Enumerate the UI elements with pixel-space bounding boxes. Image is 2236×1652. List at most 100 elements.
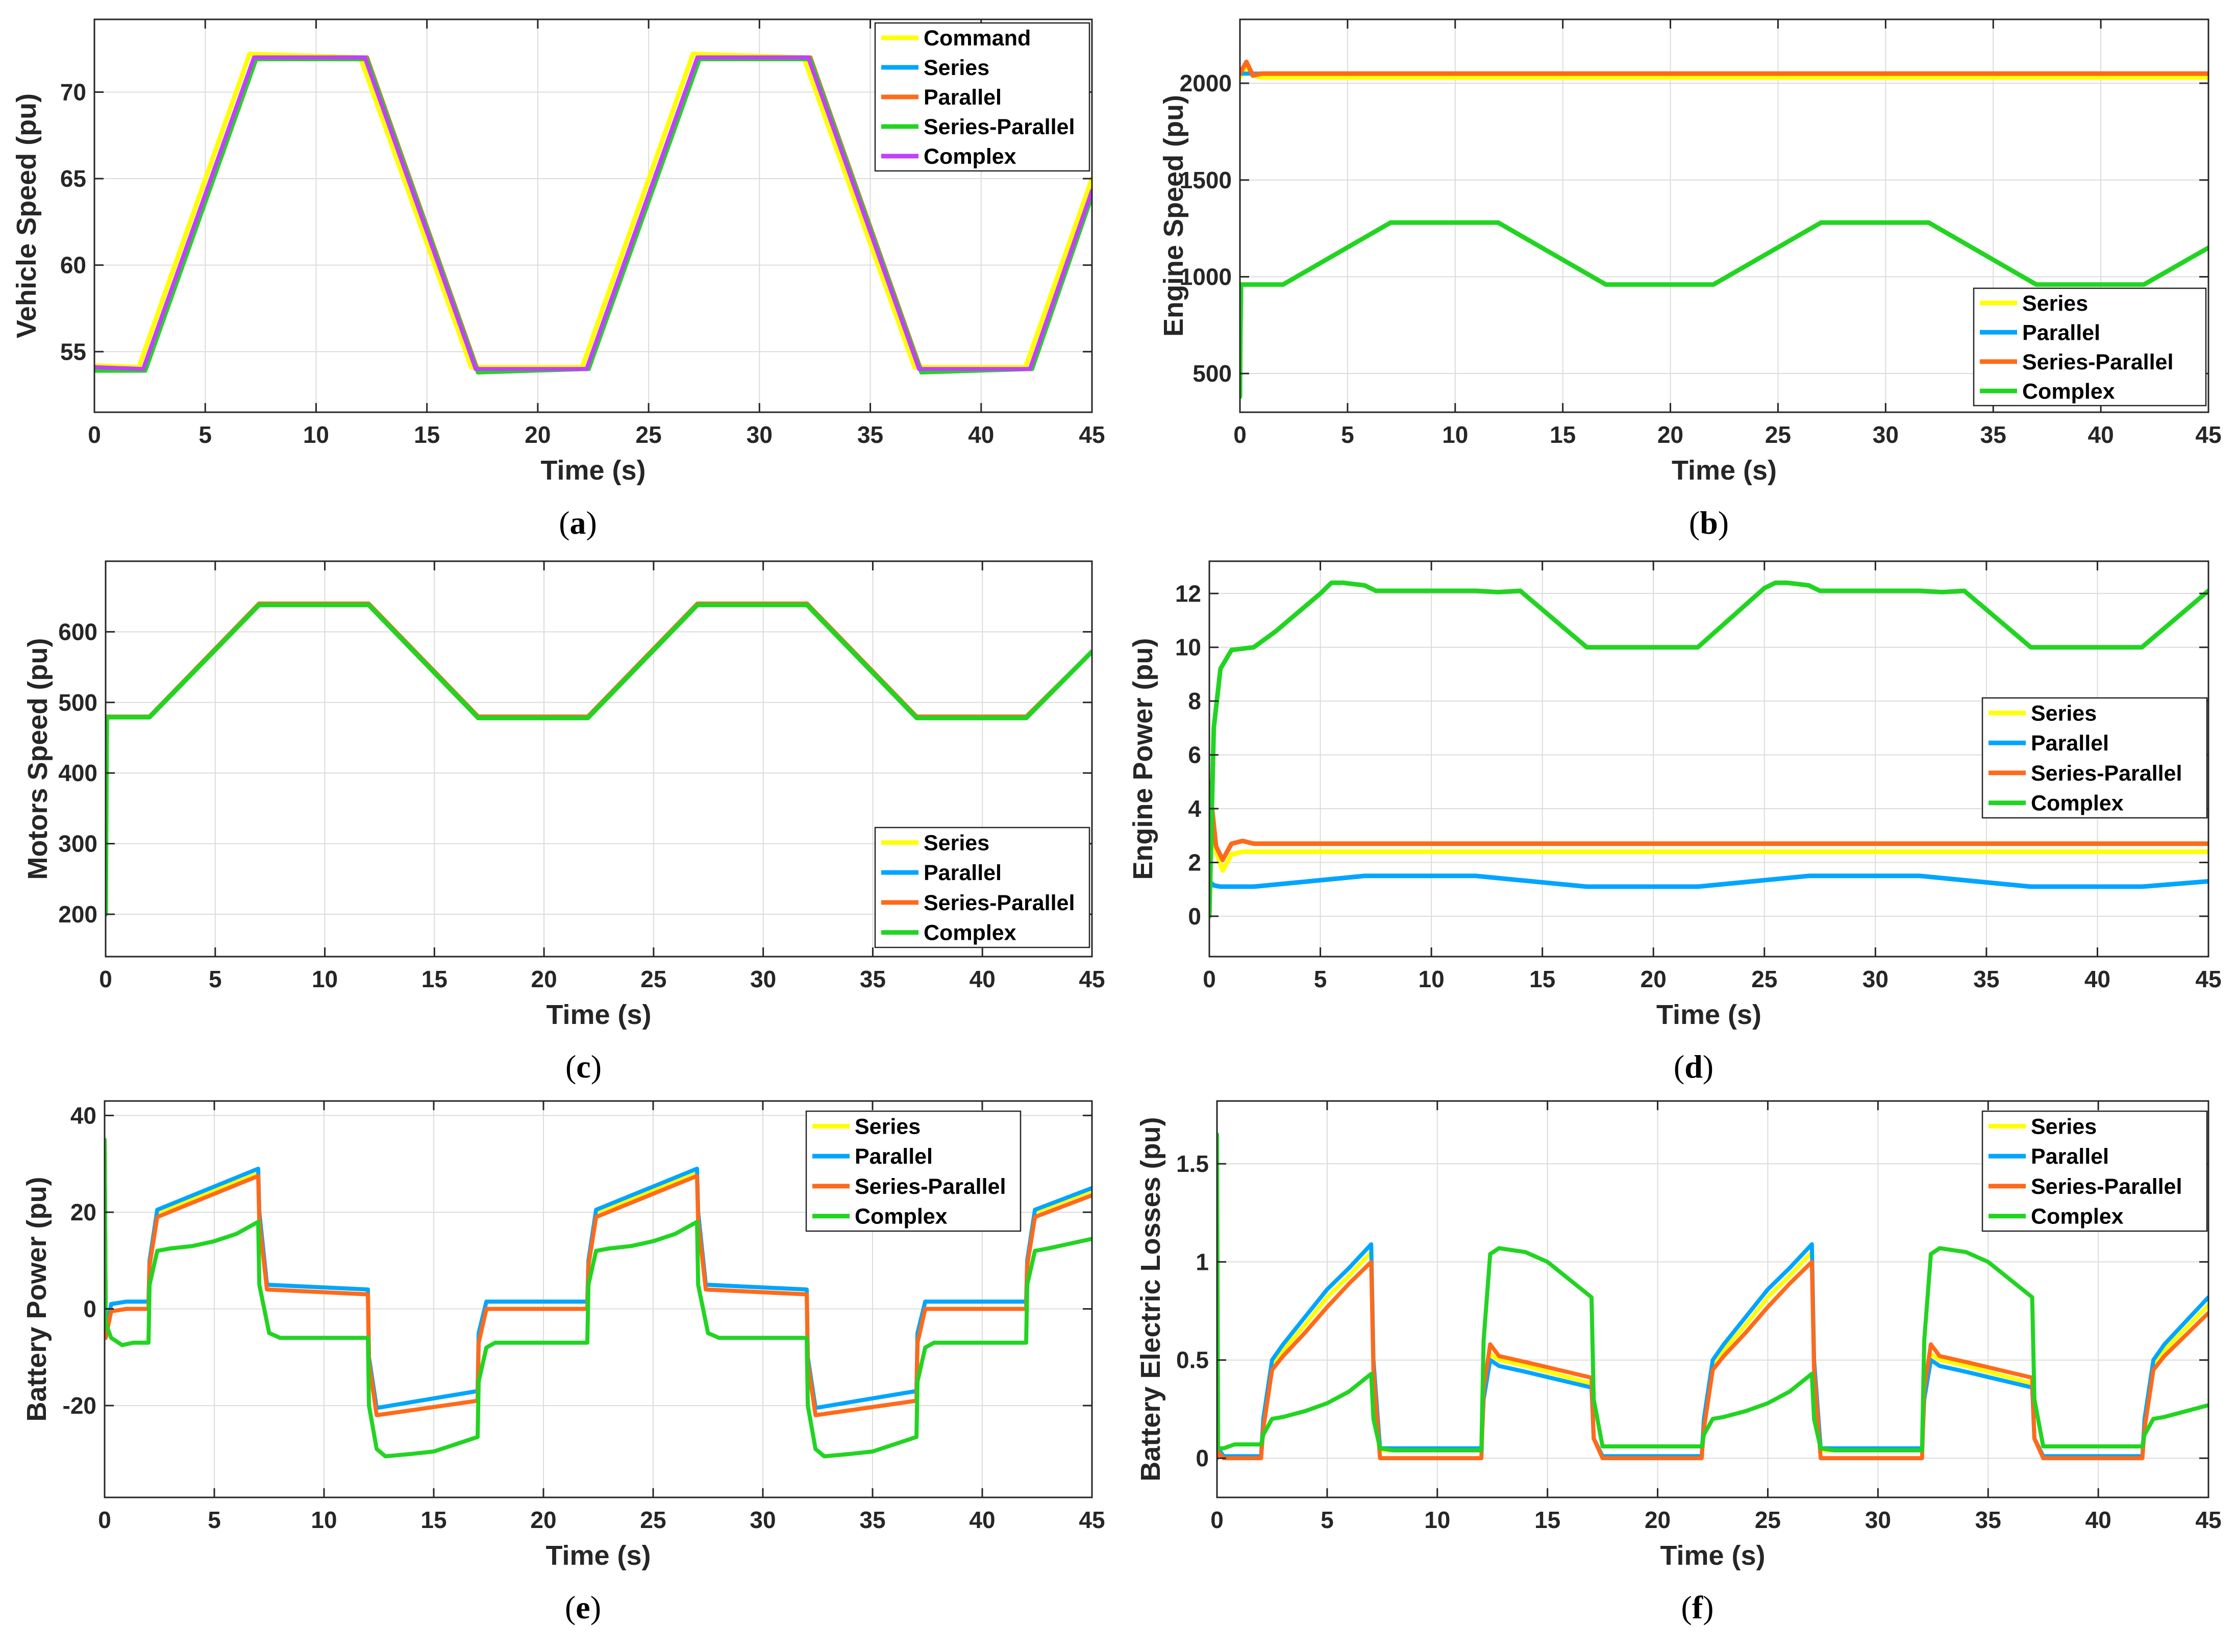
legend-label: Series	[924, 831, 989, 855]
legend: Series Parallel Series-Parallel Complex	[1981, 697, 2208, 819]
chart-panel-b: 0 5 10 15 20 25 30 35 40 45 500 1000 1500 2000 Time (s…	[1158, 18, 2222, 541]
legend-label: Series-Parallel	[2031, 1174, 2182, 1199]
legend-label: Complex	[924, 144, 1016, 169]
legend-label: Series-Parallel	[924, 115, 1075, 139]
y-axis-label: Vehicle Speed (pu)	[11, 93, 42, 338]
y-axis-label: Battery Power (pu)	[21, 1177, 52, 1421]
y-axis-label: Engine Speed (pu)	[1158, 95, 1189, 337]
legend-box	[1981, 697, 2208, 819]
y-axis-label: Battery Electric Losses (pu)	[1135, 1117, 1166, 1481]
x-tick-label: 20	[531, 966, 557, 992]
y-tick-label: 0	[83, 1295, 96, 1322]
x-tick-label: 35	[859, 1507, 885, 1533]
x-tick-label: 15	[420, 1507, 446, 1533]
y-axis-label: Engine Power (pu)	[1128, 638, 1158, 880]
legend-label: Series-Parallel	[924, 891, 1075, 915]
x-tick-label: 40	[2084, 966, 2110, 992]
series-line-complex	[1217, 1132, 2208, 1453]
y-tick-label: 55	[60, 338, 86, 365]
legend-label: Parallel	[855, 1144, 933, 1169]
series-line-series	[1209, 779, 2208, 873]
x-axis-label: Time (s)	[540, 455, 645, 486]
x-tick-label: 10	[303, 421, 329, 448]
legend-label: Command	[924, 26, 1031, 51]
legend-label: Complex	[2031, 1205, 2124, 1229]
y-axis-label: Motors Speed (pu)	[22, 638, 53, 880]
axes-box	[1216, 1100, 2209, 1498]
series-line-series-parallel	[94, 57, 1092, 374]
x-axis-label: Time (s)	[1656, 999, 1761, 1030]
y-tick-label: 500	[58, 689, 97, 716]
y-tick-label: 0.5	[1176, 1347, 1209, 1373]
x-tick-label: 25	[1755, 1507, 1781, 1533]
x-axis-label: Time (s)	[545, 1540, 651, 1571]
legend-label: Complex	[924, 921, 1016, 945]
caption-letter: f	[1692, 1589, 1703, 1625]
series-group	[1209, 580, 2208, 919]
axes-box	[1239, 18, 2209, 413]
panel-caption: (f)	[1681, 1589, 1714, 1625]
x-tick-label: 5	[208, 1507, 221, 1533]
axes-box	[105, 560, 1093, 958]
x-tick-label: 5	[1314, 966, 1327, 992]
x-tick-label: 20	[525, 421, 551, 448]
caption-open: (	[1674, 1048, 1684, 1085]
legend-label: Series	[924, 56, 989, 80]
legend-box	[805, 1110, 1022, 1232]
y-tick-label: 10	[1175, 634, 1201, 661]
legend: Series Parallel Series-Parallel Complex	[805, 1110, 1022, 1232]
x-tick-label: 15	[1529, 966, 1555, 992]
caption-close: )	[591, 1048, 602, 1085]
x-tick-label: 25	[1751, 966, 1777, 992]
caption-close: )	[590, 1589, 601, 1625]
x-tick-label: 0	[1233, 421, 1247, 448]
x-tick-label: 0	[1210, 1507, 1224, 1533]
series-line-parallel	[1209, 873, 2208, 889]
legend: Series Parallel Series-Parallel Complex	[874, 827, 1090, 948]
y-tick-label: 1	[1196, 1248, 1209, 1275]
legend: Series Parallel Series-Parallel Complex	[1973, 287, 2207, 407]
x-tick-label: 20	[1645, 1507, 1671, 1533]
x-tick-label: 20	[1641, 966, 1667, 992]
x-tick-label: 40	[2088, 421, 2114, 448]
x-tick-label: 30	[1862, 966, 1889, 992]
legend: Series Parallel Series-Parallel Complex	[1981, 1110, 2208, 1232]
y-tick-label: 0	[1188, 903, 1201, 930]
series-line-complex	[1240, 220, 2208, 399]
x-tick-label: 35	[1975, 1507, 2001, 1533]
x-tick-label: 15	[414, 421, 440, 448]
y-tick-label: 400	[58, 760, 97, 786]
legend-label: Complex	[2022, 379, 2115, 404]
axes-box	[1208, 560, 2209, 958]
chart-panel-a: 0 5 10 15 20 25 30 35 40 45 55 60 65 70 Time (s) Vehicl…	[11, 18, 1105, 541]
panel-caption: (a)	[559, 505, 597, 541]
y-tick-label: 200	[58, 901, 97, 928]
x-tick-label: 45	[1079, 1507, 1105, 1533]
legend-label: Series	[2031, 1114, 2097, 1139]
series-line-series-parallel	[1209, 779, 2208, 862]
x-tick-label: 35	[1973, 966, 1999, 992]
panel-caption: (d)	[1674, 1048, 1713, 1085]
legend-label: Series-Parallel	[2031, 761, 2182, 786]
caption-close: )	[1703, 1048, 1713, 1085]
x-tick-label: 40	[970, 966, 996, 992]
panel-caption: (c)	[565, 1048, 602, 1085]
x-tick-label: 20	[1657, 421, 1683, 448]
x-tick-label: 30	[750, 1507, 776, 1533]
series-group	[1240, 59, 2208, 399]
legend-label: Parallel	[2031, 731, 2109, 756]
x-tick-label: 0	[98, 1507, 111, 1533]
legend-label: Parallel	[2031, 1144, 2109, 1169]
x-tick-label: 45	[2195, 966, 2221, 992]
y-tick-label: 1.5	[1176, 1150, 1209, 1177]
chart-panel-d: 0 5 10 15 20 25 30 35 40 45 0 2 4 6 8 10 12 Time (s) Engin…	[1128, 560, 2222, 1085]
chart-panel-f: 0 5 10 15 20 25 30 35 40 45 0 0.5 1 1.5 Time (s) Batter…	[1135, 1100, 2222, 1625]
legend: Command Series Parallel Series-Parallel Comp…	[874, 22, 1090, 172]
y-tick-label: 600	[58, 618, 97, 645]
y-tick-label: 1500	[1180, 167, 1232, 193]
y-tick-label: 40	[70, 1102, 96, 1129]
legend-label: Series-Parallel	[2022, 350, 2173, 374]
y-tick-label: 70	[60, 79, 86, 105]
x-tick-label: 40	[969, 1507, 995, 1533]
x-tick-label: 25	[640, 966, 666, 992]
